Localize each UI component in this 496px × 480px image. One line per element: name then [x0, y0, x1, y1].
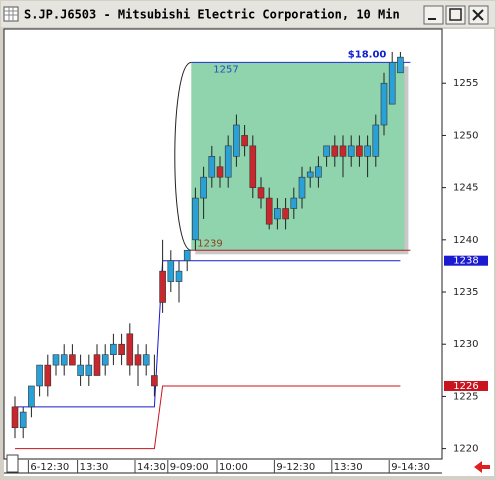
candle-body	[60, 354, 68, 366]
plot-frame	[3, 28, 443, 460]
x-tick-label: 6-12:30	[30, 462, 69, 473]
candle-body	[372, 124, 380, 157]
candle-body	[151, 375, 158, 387]
candle-body	[257, 187, 265, 199]
axis-tag-label: 1238	[453, 256, 478, 267]
x-tick-label: 10:00	[219, 462, 248, 473]
candle-body	[69, 354, 76, 366]
candle-body	[44, 364, 52, 387]
axis-tag	[444, 380, 488, 391]
candle-body	[52, 354, 60, 366]
x-tick-label: 9-12:30	[276, 462, 315, 473]
y-tick-label: 1255	[453, 78, 478, 89]
candle-body	[11, 406, 19, 429]
x-tick-label: 9-09:00	[170, 462, 209, 473]
candle-body	[142, 354, 150, 366]
candle-body	[282, 208, 289, 220]
range-low-label: 1239	[197, 238, 222, 249]
candle-body	[233, 124, 240, 157]
candle-body	[347, 145, 355, 157]
candle-body	[323, 145, 330, 157]
x-tick-label: 13:30	[334, 462, 363, 473]
candle-body	[315, 166, 322, 178]
candle-body	[36, 364, 43, 387]
candle-body	[208, 156, 216, 178]
plot: 1257 1239 $18.00 1220 1225 1230 1235 1240 1245 12…	[11, 49, 488, 473]
candle-body	[126, 333, 134, 366]
window-title: S.JP.J6503 - Mitsubishi Electric Corpora…	[24, 8, 400, 22]
y-tick-label: 1225	[453, 391, 478, 402]
y-tick-label: 1235	[453, 287, 478, 298]
candle-body	[388, 62, 396, 105]
candle-body	[192, 197, 199, 241]
candle-body	[339, 145, 347, 157]
window-icon	[3, 6, 19, 22]
close-button[interactable]	[468, 5, 489, 25]
candle-body	[265, 197, 273, 225]
candle-body	[380, 82, 388, 126]
candle-body	[290, 197, 298, 209]
y-tick-label: 1230	[453, 339, 478, 350]
candle-body	[85, 364, 93, 376]
scroll-box[interactable]	[6, 454, 19, 473]
y-tick-label: 1250	[453, 130, 478, 141]
level-line	[15, 260, 401, 408]
candle-body	[134, 354, 142, 366]
candle-body	[298, 176, 306, 199]
level-line	[15, 385, 401, 450]
range-box	[191, 62, 405, 251]
candle-body	[224, 145, 232, 178]
candle-body	[364, 145, 371, 157]
x-tick-label: 14:30	[137, 462, 166, 473]
candle-body	[175, 270, 183, 282]
x-tick-label: 9-14:30	[391, 462, 430, 473]
y-tick-label: 1245	[453, 183, 478, 194]
candle-body	[19, 411, 27, 429]
candle-body	[183, 249, 191, 262]
range-high-label: 1257	[213, 64, 238, 75]
candle-body	[118, 343, 125, 355]
candle-body	[93, 354, 101, 376]
axis-tag-label: 1226	[453, 381, 478, 392]
axis-tag	[444, 255, 488, 266]
title-bar	[1, 1, 495, 27]
candle-body	[167, 260, 175, 282]
candle-body	[331, 145, 339, 157]
minimize-button[interactable]	[423, 5, 444, 25]
candle-body	[216, 166, 224, 178]
range-bracket	[174, 61, 192, 251]
candle-body	[397, 56, 404, 74]
scroll-arrow[interactable]	[474, 461, 490, 473]
range-size-label: $18.00	[348, 49, 387, 60]
y-tick-label: 1220	[453, 444, 478, 455]
candle-body	[200, 176, 207, 199]
y-tick-label: 1240	[453, 235, 478, 246]
candle-body	[77, 364, 84, 376]
candle-body	[249, 145, 257, 188]
candle-body	[241, 135, 248, 147]
candle-body	[356, 145, 363, 157]
candle-body	[101, 354, 109, 366]
candle-body	[306, 171, 314, 178]
x-tick-label: 13:30	[80, 462, 109, 473]
candle-body	[28, 385, 35, 408]
candle-body	[274, 208, 281, 220]
maximize-button[interactable]	[445, 5, 466, 25]
candle-body	[159, 270, 166, 303]
candle-body	[110, 343, 117, 355]
